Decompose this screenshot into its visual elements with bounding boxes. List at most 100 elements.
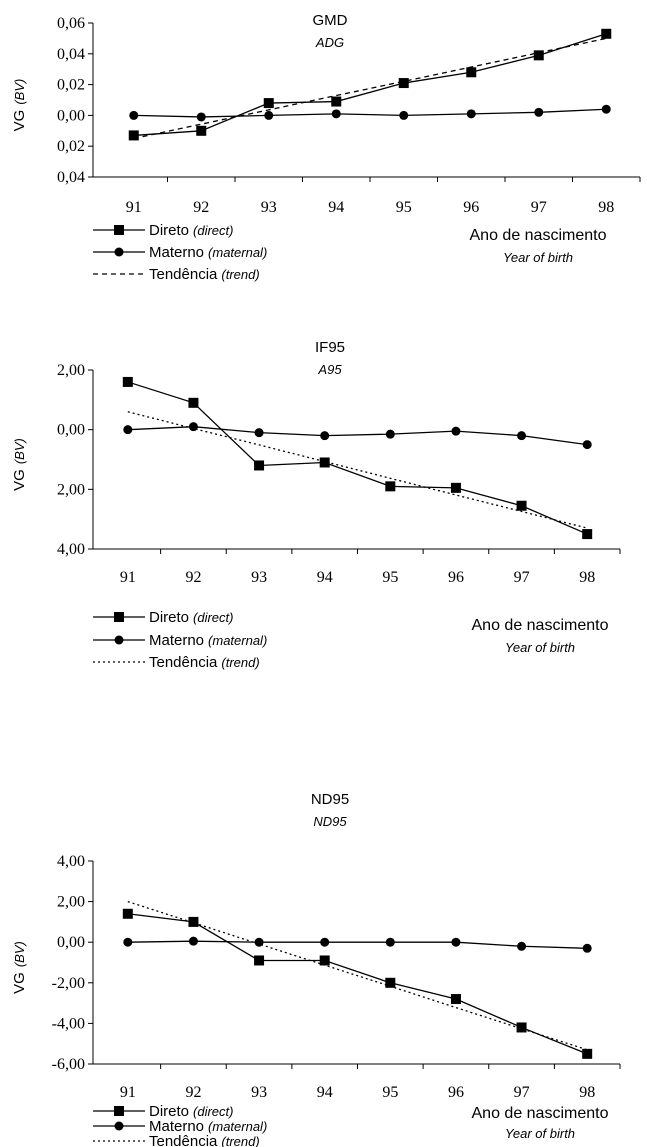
legend-name: Direto (149, 609, 189, 626)
x-axis-label-translation: Year of birth (505, 640, 575, 655)
marker-circle (385, 937, 395, 947)
chart-subtitle: ND95 (313, 814, 347, 829)
marker-square (319, 955, 330, 966)
x-tick-label: 98 (579, 569, 595, 586)
marker-circle (129, 110, 139, 120)
marker-circle (451, 426, 461, 436)
marker-circle (114, 635, 124, 645)
legend-translation: (maternal) (208, 1119, 267, 1134)
marker-square (114, 225, 124, 235)
y-tick-label: -2,00 (52, 975, 85, 992)
legend-marker (114, 635, 124, 645)
marker-circle (517, 431, 527, 441)
y-axis-label-main: VG (11, 469, 28, 491)
x-tick-label: 91 (120, 1084, 136, 1101)
marker-square (385, 977, 396, 988)
marker-square (385, 481, 396, 492)
y-tick-label: 0,00 (57, 422, 85, 439)
marker-circle (399, 110, 409, 120)
marker-circle (320, 431, 330, 441)
legend-translation: (maternal) (208, 245, 267, 260)
marker-circle (601, 104, 611, 114)
marker-circle (331, 109, 341, 119)
marker-square (516, 1022, 527, 1033)
y-tick-label: 0,04 (57, 46, 85, 63)
legend-label: Materno (maternal) (149, 1118, 267, 1135)
x-tick-label: 96 (448, 569, 464, 586)
marker-square (601, 28, 612, 39)
marker-square (582, 529, 593, 540)
marker-square (582, 1048, 593, 1059)
x-tick-label: 95 (382, 1084, 398, 1101)
legend-label: Direto (direct) (149, 222, 233, 239)
marker-circle (466, 109, 476, 119)
marker-square (188, 397, 199, 408)
x-tick-label: 97 (514, 569, 530, 586)
chart-subtitle: ADG (315, 35, 344, 50)
x-axis-label-translation: Year of birth (505, 1126, 575, 1141)
marker-circle (582, 943, 592, 953)
y-axis-label: VG (BV) (11, 79, 28, 132)
chart-subtitle: A95 (317, 362, 342, 377)
x-axis-label: Ano de nascimento (470, 227, 607, 244)
chart: GMD ADG VG (BV) 0,06 0,04 0,02 0,00 0,02 0,04 91 92… (11, 12, 641, 283)
y-axis-label-main: VG (11, 110, 28, 132)
series-line (127, 426, 588, 446)
y-axis-label-unit: (BV) (12, 941, 27, 967)
legend-name: Tendência (149, 266, 218, 283)
series-line (127, 900, 588, 1051)
marker-square (114, 1106, 124, 1116)
series-line (127, 940, 588, 949)
marker-square (128, 130, 139, 141)
marker-circle (196, 112, 206, 122)
legend-translation: (trend) (221, 655, 259, 670)
marker-square (254, 460, 265, 471)
series-line (127, 411, 588, 529)
x-tick-label: 97 (531, 199, 547, 216)
legend-translation: (direct) (193, 1104, 233, 1119)
series-line (133, 33, 607, 137)
y-tick-label: 4,00 (57, 853, 85, 870)
legend-marker (114, 225, 124, 235)
legend-name: Tendência (149, 1133, 218, 1147)
legend-label: Direto (direct) (149, 1103, 233, 1120)
x-tick-label: 93 (251, 1084, 267, 1101)
marker-circle (114, 247, 124, 257)
marker-square (263, 98, 274, 109)
y-tick-label: 0,02 (57, 138, 85, 155)
legend-label: Tendência (trend) (149, 654, 260, 671)
chart-title: IF95 (315, 339, 345, 356)
marker-circle (254, 428, 264, 438)
marker-circle (114, 1121, 124, 1131)
y-tick-label: 2,00 (57, 362, 85, 379)
x-tick-label: 92 (185, 1084, 201, 1101)
x-axis-label: Ano de nascimento (472, 617, 609, 634)
legend-marker (114, 612, 124, 622)
y-tick-label: 2,00 (57, 894, 85, 911)
marker-square (331, 96, 342, 107)
chart-title: GMD (313, 12, 348, 29)
y-axis-label-unit: (BV) (12, 438, 27, 464)
marker-square (398, 78, 409, 89)
x-tick-label: 93 (251, 569, 267, 586)
marker-square (254, 955, 265, 966)
legend-name: Direto (149, 222, 189, 239)
marker-square (533, 50, 544, 61)
legend-label: Tendência (trend) (149, 266, 260, 283)
x-tick-label: 92 (193, 199, 209, 216)
y-tick-label: 2,00 (57, 481, 85, 498)
legend-name: Direto (149, 1103, 189, 1120)
legend-translation: (trend) (221, 1134, 259, 1147)
marker-square (122, 376, 133, 387)
legend-translation: (maternal) (208, 633, 267, 648)
legend-translation: (direct) (193, 223, 233, 238)
x-axis-label-translation: Year of birth (503, 250, 573, 265)
marker-square (319, 457, 330, 468)
legend-marker (114, 1121, 124, 1131)
marker-circle (385, 429, 395, 439)
x-tick-label: 98 (579, 1084, 595, 1101)
marker-circle (320, 937, 330, 947)
x-tick-label: 91 (126, 199, 142, 216)
legend-translation: (direct) (193, 610, 233, 625)
